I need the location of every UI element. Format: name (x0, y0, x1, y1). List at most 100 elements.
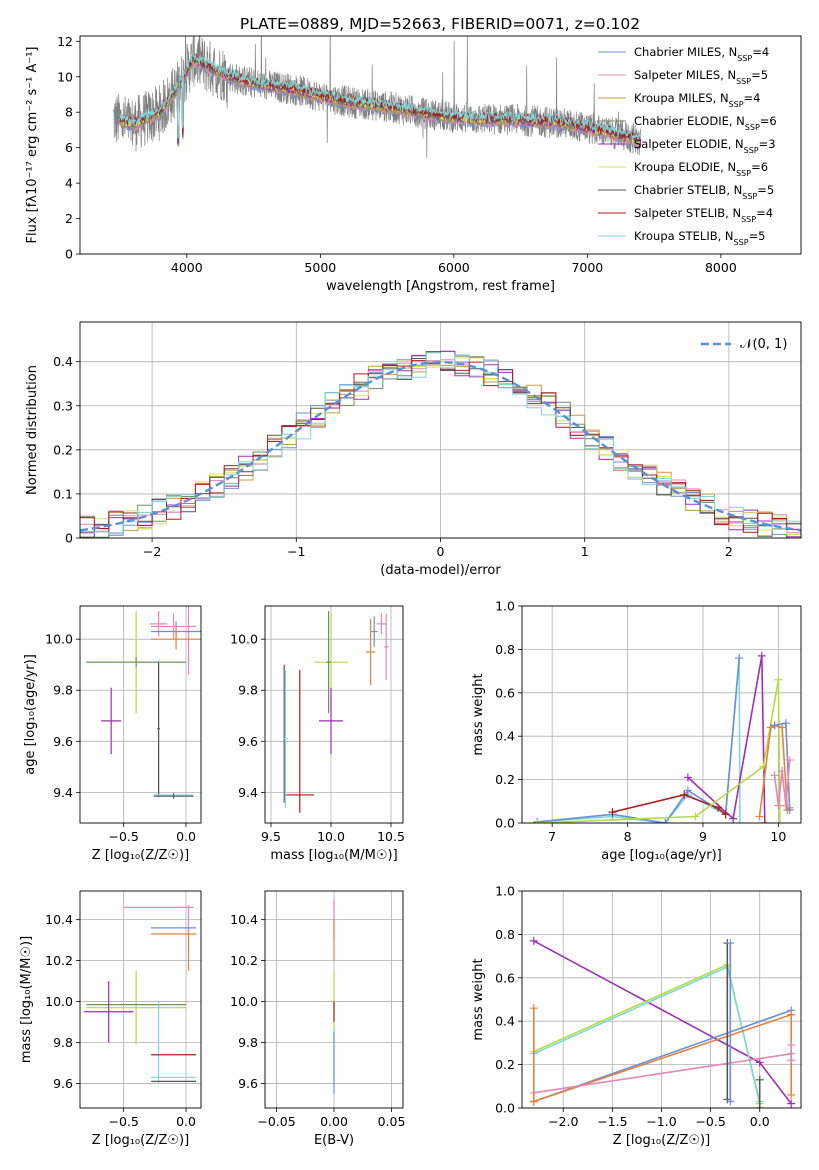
x-tick-label: 0.00 (320, 1114, 348, 1129)
x-axis-label: wavelength [Angstrom, rest frame] (326, 279, 555, 294)
axes-age-vs-mass: 9.5 10.0 10.5 9.4 9.6 9.8 10.0 mass [log₁₀(M/M☉… (230, 605, 405, 863)
weight-marker (787, 1056, 796, 1065)
y-axis-label: Normed distribution (25, 365, 40, 495)
weight-marker (766, 723, 775, 732)
y-axis-label: mass weight (471, 673, 486, 755)
weight-marker (661, 819, 670, 823)
grid-age-vs-z (80, 606, 201, 823)
panel-spectrum: 4000 5000 6000 7000 8000 0 2 4 6 8 10 12 wavelength … (25, 34, 802, 294)
x-tick-label: 7000 (571, 260, 603, 275)
weight-line (537, 658, 741, 823)
y-tick-label: 9.4 (53, 785, 73, 800)
legend-sub: SSP (736, 77, 751, 86)
y-tick-label: 10.0 (230, 994, 258, 1009)
y-axis-label: mass weight (471, 958, 486, 1040)
x-tick-label: −1.0 (646, 1114, 676, 1129)
weight-marker (755, 812, 764, 821)
x-tick-label: 10.5 (377, 829, 405, 844)
weight-marker (787, 1041, 796, 1050)
legend-sub: SSP (742, 192, 757, 201)
y-tick-label: 0 (65, 247, 73, 262)
panel-mass-vs-z: −0.5 0.0 9.6 9.8 10.0 10.2 10.4 Z [log₁₀(Z/Z☉)]… (19, 890, 202, 1148)
x-tick-label: 8 (624, 829, 632, 844)
y-tick-label: 9.6 (238, 1076, 258, 1091)
errorbar-point (151, 628, 201, 650)
weight-marker (755, 1058, 764, 1067)
plot-spectrum (113, 36, 642, 158)
errorbar-point (151, 613, 197, 640)
x-tick-label: 0 (437, 544, 445, 559)
y-tick-label: 12 (57, 34, 73, 49)
panel-residuals: −2 −1 0 1 2 0 0.1 0.2 0.3 0.4 (data-model)/error No… (25, 321, 802, 578)
y-tick-label: 0.3 (53, 398, 73, 413)
y-tick-label: 0.6 (495, 685, 515, 700)
legend-nssp: =4 (744, 91, 761, 105)
axes-weight-vs-z: −2.0 −1.5 −1.0 −0.5 0.0 0.0 0.2 0.4 0.6 0.8 1.0 Z [… (471, 884, 802, 1148)
weight-marker (726, 939, 735, 948)
axes-weight-vs-age: 7 8 9 10 0.0 0.2 0.4 0.6 0.8 1.0 age [log₁₀(age/yr… (471, 599, 802, 863)
panel-age-vs-mass: 9.5 10.0 10.5 9.4 9.6 9.8 10.0 mass [log₁₀(M/M☉… (230, 605, 405, 863)
axes-spectrum: 4000 5000 6000 7000 8000 0 2 4 6 8 10 12 wavelength … (25, 34, 802, 294)
y-tick-label: 10.4 (230, 912, 258, 927)
weight-marker (757, 651, 766, 660)
x-axis-label: Z [log₁₀(Z/Z☉)] (613, 1133, 710, 1148)
y-tick-label: 0.2 (53, 442, 73, 457)
weight-marker (774, 801, 783, 810)
y-tick-label: 0.4 (495, 729, 515, 744)
x-tick-label: 5000 (304, 260, 336, 275)
x-tick-label: −0.05 (257, 1114, 295, 1129)
x-tick-label: −0.5 (695, 1114, 725, 1129)
errorbar-point (86, 970, 187, 1045)
x-tick-label: 7 (548, 829, 556, 844)
y-tick-label: 10.0 (230, 632, 258, 647)
weight-marker (714, 803, 723, 812)
grid-weight-vs-z (522, 890, 801, 1109)
axes-frame (79, 321, 802, 539)
x-axis-label: Z [log₁₀(Z/Z☉)] (92, 1133, 189, 1148)
weight-marker (529, 1004, 538, 1013)
y-tick-label: 0.6 (495, 970, 515, 985)
y-tick-label: 6 (65, 140, 73, 155)
legend-nssp: =4 (752, 45, 769, 59)
legend-label: Salpeter MILES, NSSP=5 (634, 68, 768, 86)
x-axis-label: age [log₁₀(age/yr)] (601, 848, 722, 863)
plot-age-vs-z (86, 606, 201, 799)
axes-frame (521, 605, 802, 824)
errorbar-point (157, 662, 160, 795)
y-tick-label: 1.0 (495, 599, 515, 614)
weight-marker (775, 819, 784, 823)
x-axis-label: Z [log₁₀(Z/Z☉)] (92, 848, 189, 863)
errorbar-point (153, 793, 194, 799)
x-axis-label: mass [log₁₀(M/M☉)] (270, 848, 397, 863)
weight-marker (774, 675, 783, 684)
legend-sub: SSP (737, 54, 752, 63)
spectrum-title: PLATE=0889, MJD=52663, FIBERID=0071, z=0… (240, 15, 640, 33)
panel-weight-vs-age: 7 8 9 10 0.0 0.2 0.4 0.6 0.8 1.0 age [log₁₀(age/yr… (471, 599, 802, 863)
legend-sub: SSP (741, 215, 756, 224)
errorbar-point (365, 618, 376, 686)
hist-series-8 (80, 352, 801, 536)
x-axis-label: (data-model)/error (380, 563, 501, 578)
axes-residuals: −2 −1 0 1 2 0 0.1 0.2 0.3 0.4 (data-model)/error No… (25, 321, 802, 578)
weight-line (533, 1053, 792, 1094)
legend-nssp: =5 (757, 183, 774, 197)
weight-marker (781, 801, 790, 810)
y-axis-label: age [log₁₀(age/yr)] (23, 654, 38, 775)
weight-marker (529, 1097, 538, 1106)
y-tick-label: 8 (65, 105, 73, 120)
weight-marker (787, 1010, 796, 1019)
legend-nssp: =3 (759, 137, 776, 151)
legend-label: Chabrier MILES, NSSP=4 (634, 45, 769, 63)
errorbar-point (383, 613, 389, 681)
y-tick-label: 9.8 (238, 683, 258, 698)
weight-marker (781, 719, 790, 728)
legend-sub: SSP (736, 169, 751, 178)
y-tick-label: 0.8 (495, 927, 515, 942)
axes-frame (79, 890, 202, 1109)
legend-nssp: =4 (756, 206, 773, 220)
x-tick-label: 4000 (171, 260, 203, 275)
legend-nssp: =5 (749, 229, 766, 243)
axes-mass-vs-z: −0.5 0.0 9.6 9.8 10.0 10.2 10.4 Z [log₁₀(Z/Z☉)]… (19, 890, 202, 1148)
y-tick-label: 10.0 (45, 632, 73, 647)
weight-marker (683, 773, 692, 782)
